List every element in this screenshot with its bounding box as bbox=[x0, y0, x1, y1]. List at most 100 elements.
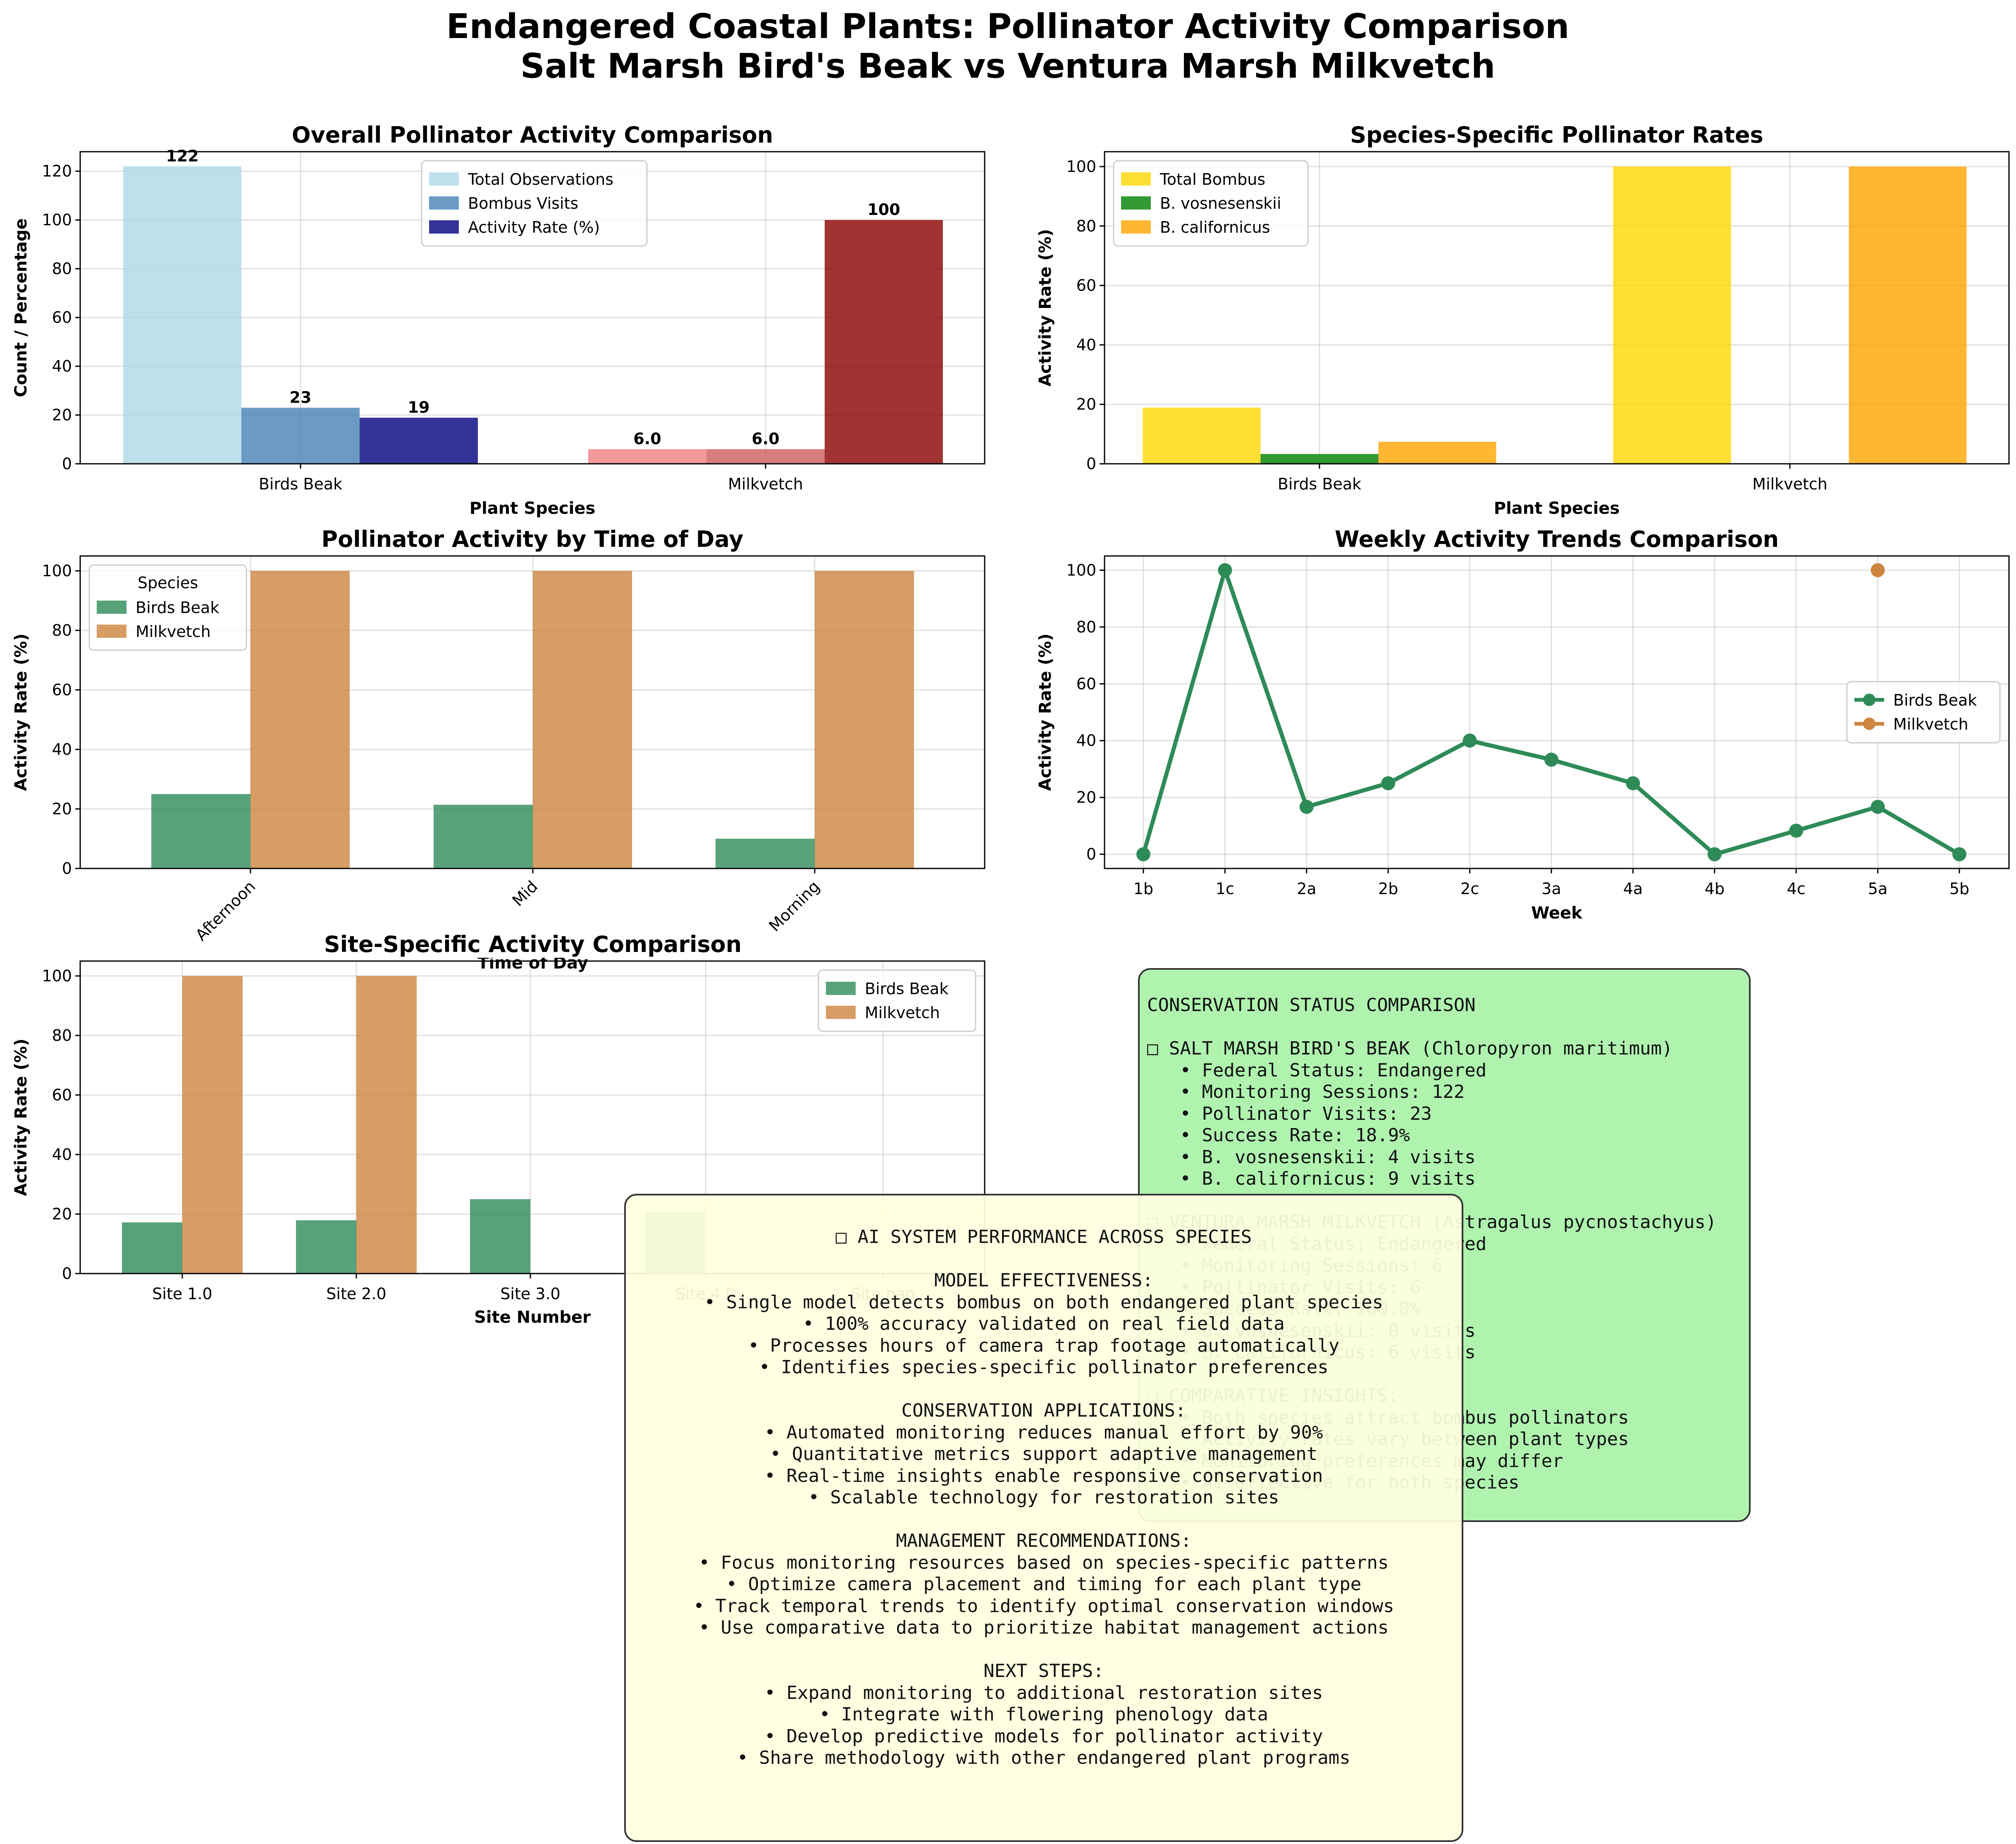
ai-box-line: • Optimize camera placement and timing f… bbox=[726, 1574, 1362, 1595]
conservation-box-line: • Federal Status: Endangered bbox=[1147, 1059, 1487, 1081]
site-y-tick-label: 0 bbox=[62, 1264, 72, 1283]
time-of-day-legend-swatch bbox=[97, 625, 126, 638]
time-of-day-title: Pollinator Activity by Time of Day bbox=[322, 526, 744, 552]
site-legend-swatch bbox=[826, 1006, 856, 1019]
species-bar bbox=[1378, 441, 1496, 464]
overall-x-tick-label: Birds Beak bbox=[259, 475, 342, 493]
time-of-day-legend-label: Birds Beak bbox=[136, 599, 219, 617]
species-bar bbox=[1143, 408, 1261, 464]
time-of-day-bar bbox=[533, 571, 632, 868]
weekly-y-tick-label: 40 bbox=[1076, 732, 1096, 750]
weekly-x-tick-label: 4a bbox=[1623, 880, 1643, 898]
weekly-y-tick-label: 80 bbox=[1076, 618, 1096, 636]
weekly-legend-box bbox=[1846, 681, 2001, 744]
overall-y-tick-label: 120 bbox=[42, 162, 72, 180]
site-legend-box bbox=[818, 969, 976, 1032]
overall-legend-swatch bbox=[429, 220, 459, 234]
ai-box-line bbox=[626, 1248, 1462, 1270]
figure-title-line-1: Endangered Coastal Plants: Pollinator Ac… bbox=[446, 7, 1570, 46]
ai-box-line bbox=[626, 1509, 1462, 1531]
site-bar bbox=[122, 1222, 182, 1274]
weekly-axes-frame bbox=[1104, 555, 2010, 869]
species-legend-label: Total Bombus bbox=[1159, 170, 1265, 188]
weekly-point bbox=[1381, 776, 1396, 790]
weekly-point bbox=[1789, 823, 1804, 838]
site-bar bbox=[182, 976, 243, 1274]
site-bar bbox=[356, 976, 417, 1274]
ai-box-line bbox=[626, 1379, 1462, 1400]
site-y-axis-label: Activity Rate (%) bbox=[12, 1038, 31, 1196]
ai-box-line: • Develop predictive models for pollinat… bbox=[764, 1725, 1323, 1747]
weekly-point bbox=[1218, 563, 1232, 577]
overall-bar bbox=[706, 449, 825, 464]
time-of-day-y-tick-label: 80 bbox=[52, 621, 72, 639]
weekly-point bbox=[1462, 733, 1477, 748]
ai-box-line: MODEL EFFECTIVENESS: bbox=[934, 1270, 1153, 1291]
conservation-box-line: • B. vosnesenskii: 4 visits bbox=[1147, 1146, 1476, 1168]
time-of-day-legend-swatch bbox=[97, 601, 126, 614]
overall-bar bbox=[360, 417, 478, 464]
weekly-point bbox=[1870, 799, 1885, 814]
ai-box-line: CONSERVATION APPLICATIONS: bbox=[901, 1400, 1186, 1421]
time-of-day-axes-frame bbox=[79, 555, 985, 869]
overall-x-axis-label: Plant Species bbox=[470, 499, 595, 518]
weekly-y-tick-label: 0 bbox=[1086, 845, 1096, 864]
time-of-day-y-tick-label: 40 bbox=[52, 740, 72, 759]
conservation-box-line bbox=[1147, 1016, 1749, 1038]
site-y-tick-label: 100 bbox=[42, 967, 72, 985]
overall-axes-frame bbox=[79, 151, 985, 465]
overall-legend-swatch bbox=[429, 196, 459, 210]
species-legend-box bbox=[1113, 160, 1309, 247]
figure-title-line-2: Salt Marsh Bird's Beak vs Ventura Marsh … bbox=[520, 47, 1495, 86]
weekly-legend-label: Birds Beak bbox=[1893, 691, 1977, 709]
ai-box-line: • Use comparative data to prioritize hab… bbox=[699, 1617, 1389, 1638]
time-of-day-legend-label: Milkvetch bbox=[136, 623, 211, 641]
ai-box-line: • Focus monitoring resources based on sp… bbox=[699, 1552, 1389, 1573]
weekly-y-tick-label: 60 bbox=[1076, 675, 1096, 693]
site-x-tick-label: Site 2.0 bbox=[326, 1285, 386, 1303]
overall-data-label: 122 bbox=[166, 147, 198, 165]
site-y-tick-label: 40 bbox=[52, 1145, 72, 1164]
weekly-point bbox=[1299, 799, 1314, 814]
species-legend-swatch bbox=[1121, 172, 1151, 186]
species-y-tick-label: 0 bbox=[1086, 455, 1096, 473]
time-of-day-legend-title: Species bbox=[138, 574, 198, 592]
weekly-y-tick-label: 100 bbox=[1066, 561, 1096, 579]
species-axes-frame bbox=[1104, 151, 2010, 465]
time-of-day-y-tick-label: 0 bbox=[62, 859, 72, 878]
species-bar bbox=[1849, 166, 1967, 464]
conservation-box-line: □ SALT MARSH BIRD'S BEAK (Chloropyron ma… bbox=[1147, 1038, 1673, 1059]
overall-y-tick-label: 0 bbox=[62, 455, 72, 473]
overall-data-label: 100 bbox=[867, 200, 900, 219]
species-bar bbox=[1613, 166, 1731, 464]
weekly-x-tick-label: 2b bbox=[1378, 880, 1398, 898]
time-of-day-bar bbox=[151, 794, 251, 868]
weekly-y-axis-label: Activity Rate (%) bbox=[1036, 633, 1055, 791]
weekly-x-tick-label: 4b bbox=[1705, 880, 1725, 898]
weekly-x-tick-label: 2c bbox=[1460, 880, 1479, 898]
overall-bar bbox=[241, 408, 360, 464]
site-bar bbox=[470, 1199, 530, 1274]
species-x-axis-label: Plant Species bbox=[1494, 499, 1620, 518]
weekly-legend-marker bbox=[1863, 718, 1875, 730]
ai-box-line: MANAGEMENT RECOMMENDATIONS: bbox=[896, 1530, 1192, 1551]
conservation-box-line: • B. californicus: 9 visits bbox=[1147, 1168, 1476, 1189]
conservation-box-line: CONSERVATION STATUS COMPARISON bbox=[1147, 995, 1476, 1016]
overall-legend-label: Total Observations bbox=[468, 170, 613, 188]
site-legend-swatch bbox=[826, 982, 856, 995]
weekly-legend-marker bbox=[1863, 694, 1875, 706]
time-of-day-y-tick-label: 60 bbox=[52, 681, 72, 699]
weekly-x-tick-label: 3a bbox=[1541, 880, 1561, 898]
time-of-day-x-tick-label: Afternoon bbox=[192, 877, 259, 944]
overall-title: Overall Pollinator Activity Comparison bbox=[292, 122, 773, 148]
overall-data-label: 23 bbox=[290, 388, 312, 406]
time-of-day-bar bbox=[251, 571, 350, 868]
ai-box-line: • Processes hours of camera trap footage… bbox=[748, 1335, 1340, 1356]
site-x-axis-label: Site Number bbox=[474, 1308, 591, 1327]
overall-x-tick-label: Milkvetch bbox=[728, 475, 803, 493]
ai-box-line: • Single model detects bombus on both en… bbox=[704, 1291, 1384, 1313]
ai-box-line: • Quantitative metrics support adaptive … bbox=[770, 1443, 1318, 1465]
site-legend-label: Milkvetch bbox=[865, 1004, 940, 1022]
overall-y-axis-label: Count / Percentage bbox=[12, 218, 31, 397]
weekly-x-tick-label: 2a bbox=[1297, 880, 1316, 898]
